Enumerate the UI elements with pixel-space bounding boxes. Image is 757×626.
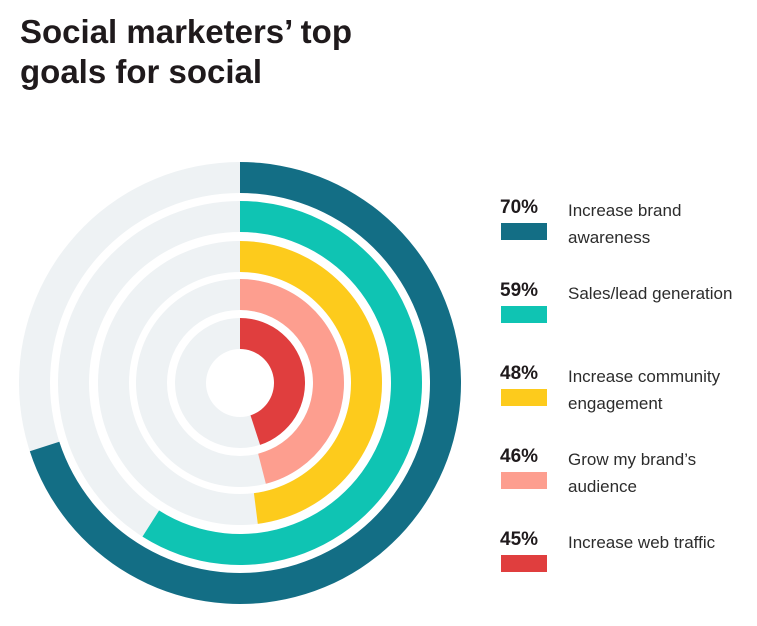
legend-percent: 46% <box>500 446 539 467</box>
legend-percent: 48% <box>500 363 539 384</box>
legend-label: Grow my brand’s audience <box>568 450 697 496</box>
legend-swatch <box>501 555 547 572</box>
legend-swatch <box>501 223 547 240</box>
legend-label: Increase brand awareness <box>568 201 682 247</box>
ring-bar <box>240 241 383 524</box>
legend-percent: 59% <box>500 280 539 301</box>
legend-item: 46% Grow my brand’s audience <box>500 446 757 506</box>
legend-label: Increase community engagement <box>568 367 721 413</box>
legend-percent: 45% <box>500 529 539 550</box>
legend-swatch <box>501 472 547 489</box>
chart-title: Social marketers’ top goals for social <box>20 13 352 90</box>
ring-bar <box>240 318 305 445</box>
legend-item: 70% Increase brand awareness <box>500 197 757 257</box>
ring-bar <box>240 279 345 484</box>
legend-item: 45% Increase web traffic <box>500 529 757 589</box>
ring-bar <box>142 201 422 565</box>
legend-item: 48% Increase community engagement <box>500 363 757 423</box>
legend-label: Increase web traffic <box>568 533 716 552</box>
legend-percent: 70% <box>500 197 539 218</box>
legend-label: Sales/lead generation <box>568 284 733 303</box>
legend-swatch <box>501 306 547 323</box>
legend-item: 59% Sales/lead generation <box>500 280 757 340</box>
legend-swatch <box>501 389 547 406</box>
